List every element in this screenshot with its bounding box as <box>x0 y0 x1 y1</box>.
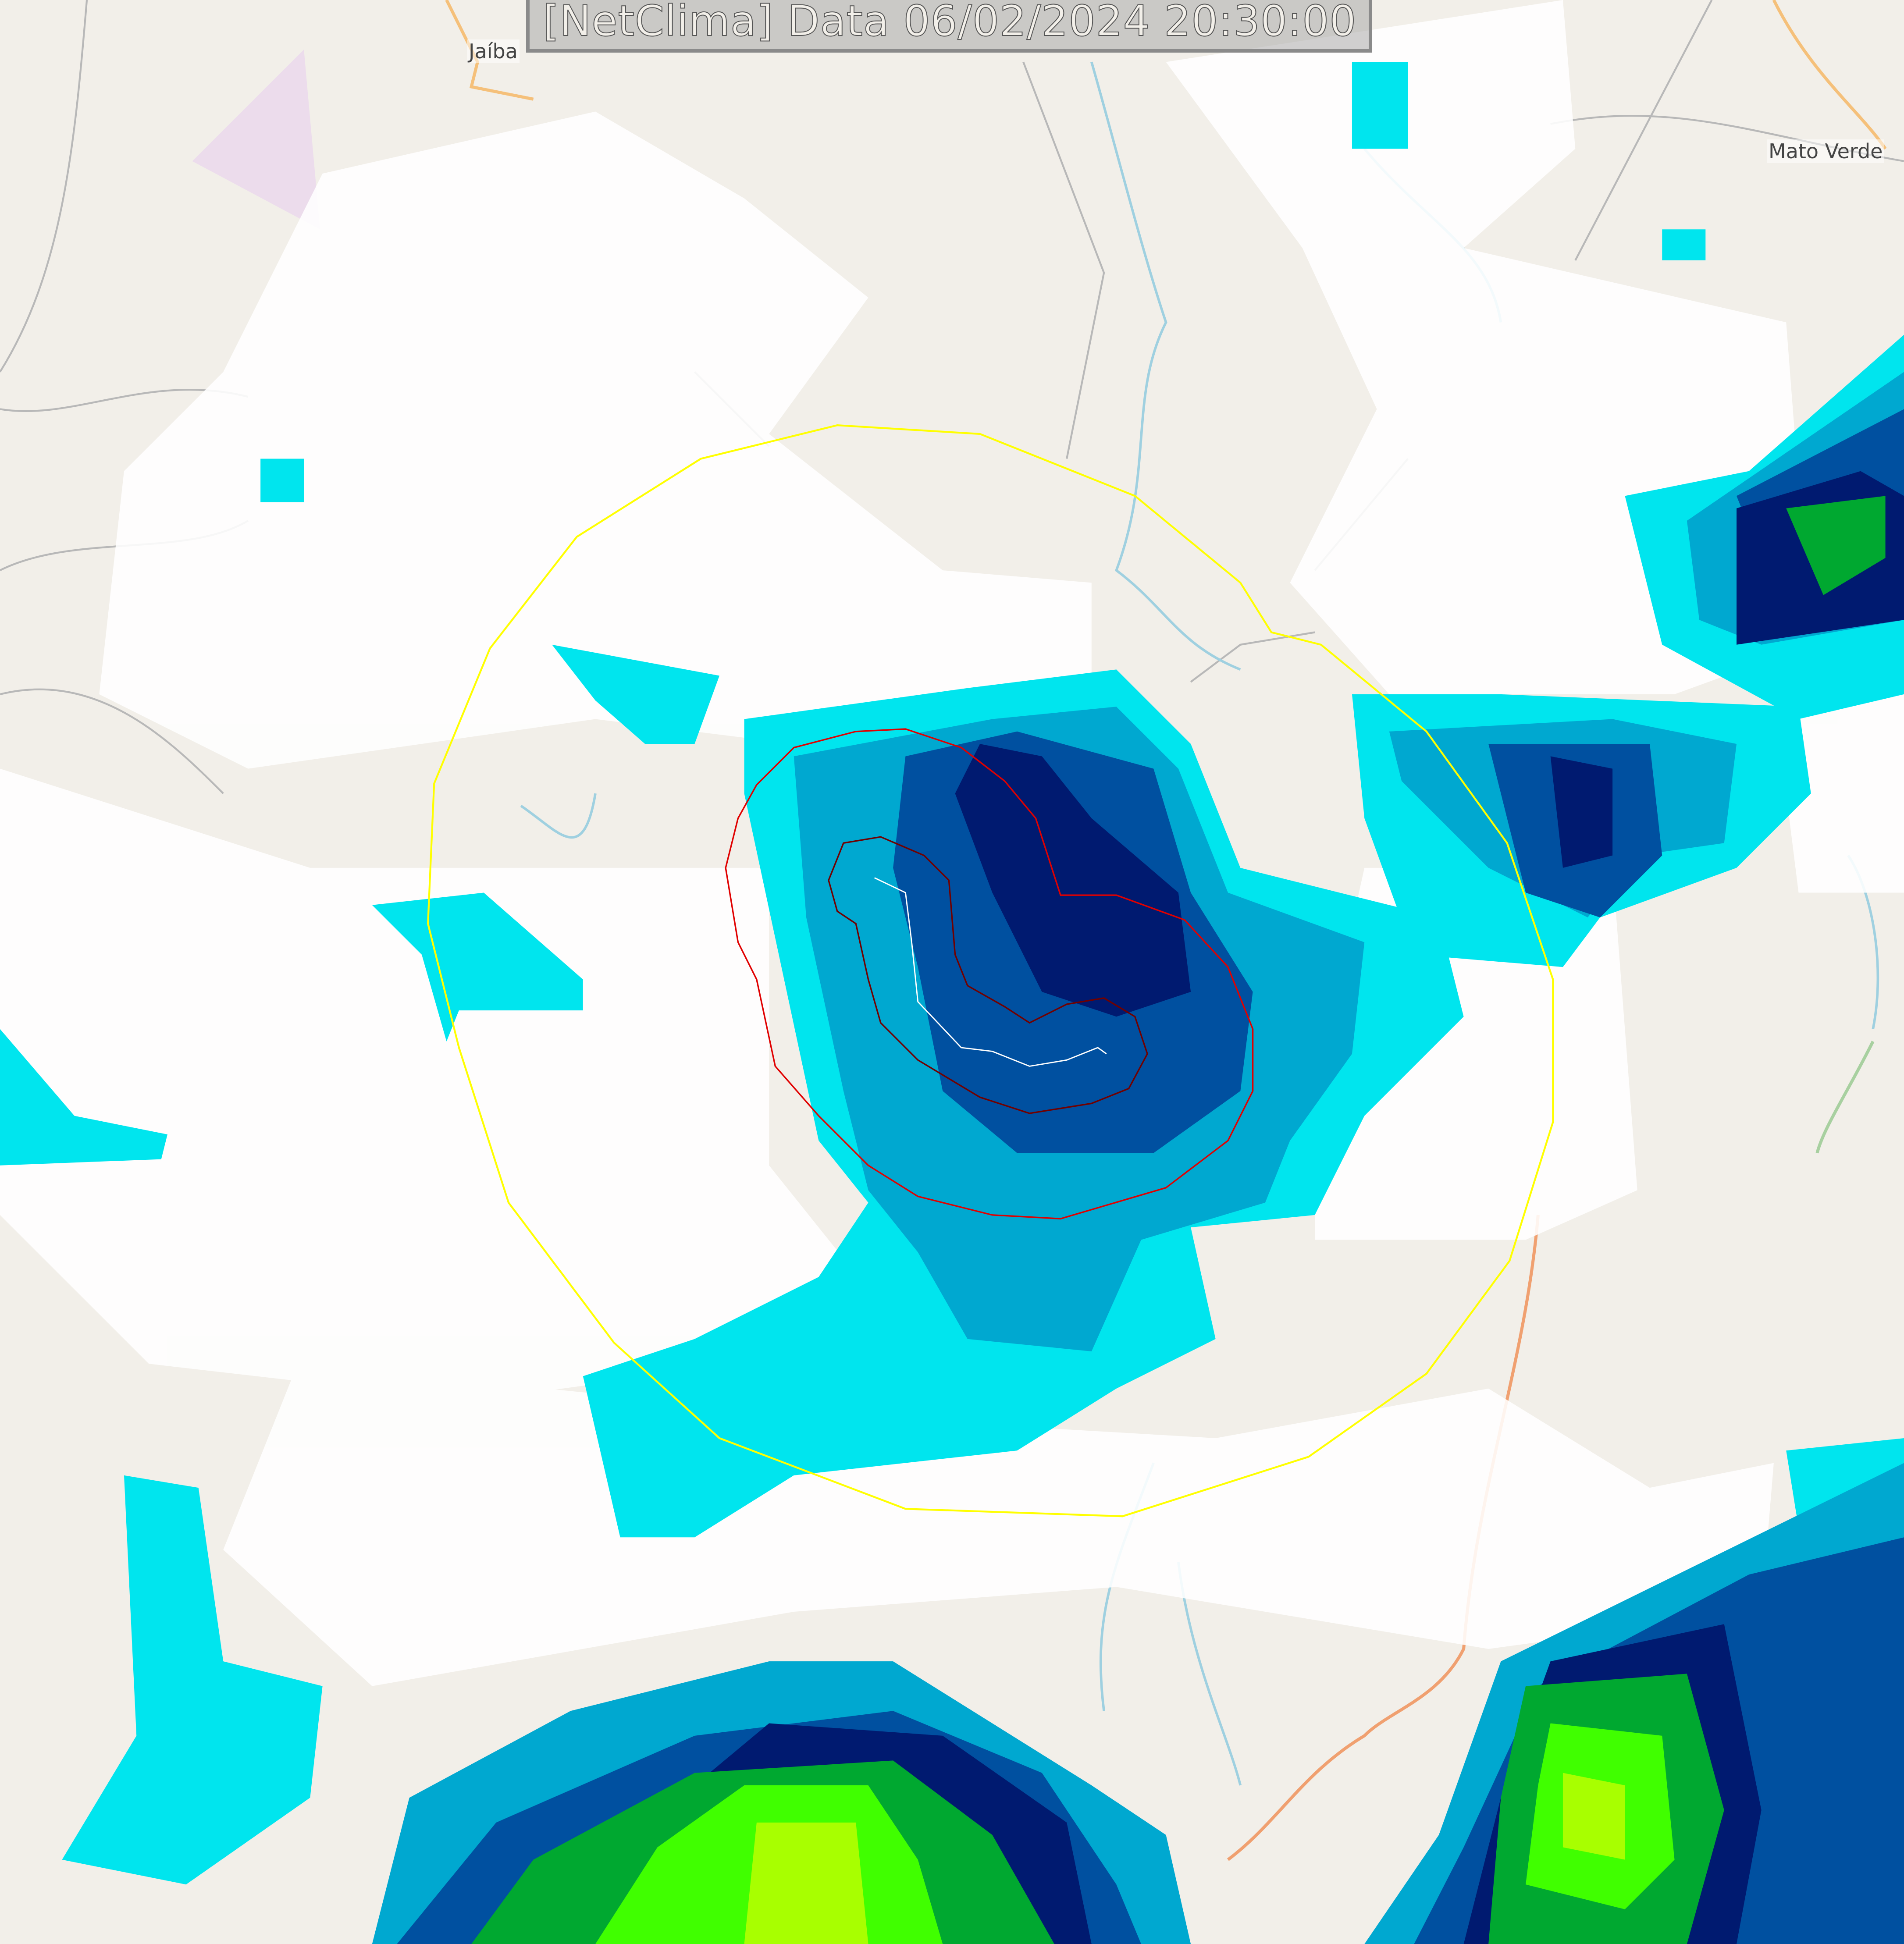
storm-track <box>874 877 1107 1067</box>
radar-peak-echoes <box>744 1773 1625 1944</box>
timestamp-title: [NetClima] Data 06/02/2024 20:30:00 <box>542 0 1357 46</box>
storm-contour-outer <box>725 728 1254 1220</box>
place-label-jaiba: Jaíba <box>467 39 520 63</box>
storm-contour-inner <box>828 836 1148 1114</box>
range-ring <box>427 424 1554 1518</box>
timestamp-banner: [NetClima] Data 06/02/2024 20:30:00 <box>526 0 1372 53</box>
place-label-mato-verde: Mato Verde <box>1767 139 1885 163</box>
park-area <box>192 50 320 230</box>
roads <box>445 0 1887 1861</box>
